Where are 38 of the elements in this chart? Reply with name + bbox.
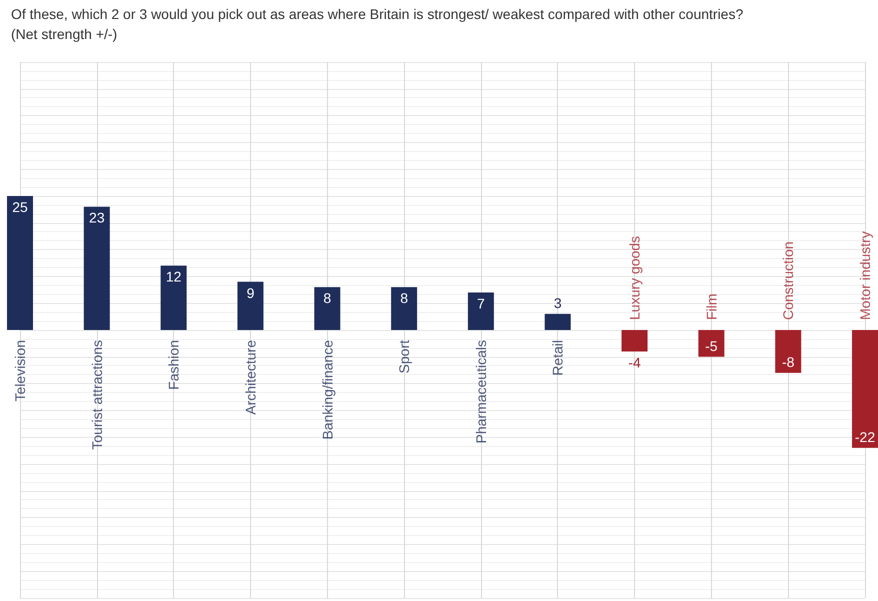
bar (7, 196, 33, 330)
data-label: 3 (554, 294, 562, 311)
chart-subtitle: (Net strength +/-) (11, 26, 118, 42)
data-label: 12 (166, 268, 182, 285)
x-tick-label: Sport (396, 340, 412, 374)
x-tick-label: Luxury goods (626, 236, 643, 320)
data-label: -22 (854, 428, 876, 445)
bar (391, 287, 418, 330)
bar (160, 266, 187, 330)
x-tick-label: Television (12, 340, 28, 402)
x-tick-label: Motor industry (857, 231, 873, 320)
data-label: -5 (705, 338, 718, 354)
bar (468, 292, 494, 330)
x-tick-label: Fashion (166, 340, 182, 390)
bar (314, 287, 340, 330)
x-tick-label: Architecture (242, 340, 258, 415)
data-label: 8 (323, 290, 332, 306)
data-label: 23 (89, 210, 105, 226)
x-tick-label: Banking/finance (319, 340, 336, 440)
bar (622, 330, 648, 352)
data-label: 7 (477, 295, 486, 312)
x-tick-label: Tourist attractions (88, 340, 105, 450)
bar (84, 206, 110, 330)
data-label: 8 (400, 290, 408, 306)
x-tick-label: Construction (780, 241, 796, 320)
x-tick-label: Retail (550, 340, 566, 376)
data-label: -8 (782, 354, 795, 370)
chart-title: Of these, which 2 or 3 would you pick out as areas where Britain is strongest/ weakest compared with other countries? (11, 6, 744, 22)
bar (544, 314, 571, 330)
x-tick-label: Pharmaceuticals (472, 340, 489, 444)
data-label: 9 (246, 284, 255, 301)
bar (852, 330, 878, 448)
bar (698, 330, 724, 357)
data-label: -4 (628, 354, 641, 370)
bar (775, 330, 802, 373)
bar (237, 282, 264, 330)
x-tick-label: Film (703, 294, 720, 320)
data-label: 25 (12, 199, 28, 215)
